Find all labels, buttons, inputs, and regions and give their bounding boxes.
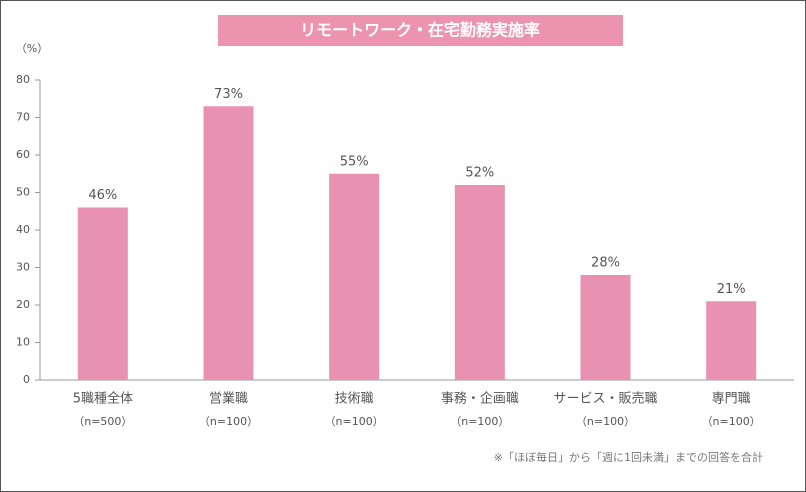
y-tick-label: 20 [16, 298, 30, 311]
x-tick-label: 営業職 [209, 391, 248, 407]
chart-title: リモートワーク・在宅勤務実施率 [300, 21, 540, 40]
y-tick-label: 70 [16, 111, 30, 124]
bar [203, 106, 254, 380]
bar [580, 275, 631, 380]
y-unit: （%） [16, 42, 48, 55]
y-tick-label: 30 [16, 261, 30, 274]
x-tick-sublabel: （n=100） [576, 415, 635, 428]
x-tick-sublabel: （n=100） [325, 415, 384, 428]
bar [329, 173, 380, 380]
x-tick-label: 事務・企画職 [441, 391, 519, 407]
y-tick-label: 50 [16, 186, 30, 199]
y-tick-label: 60 [16, 148, 30, 161]
x-tick-label: 技術職 [335, 392, 374, 407]
y-tick-label: 10 [16, 336, 30, 349]
title-box [218, 15, 623, 46]
y-tick-label: 40 [16, 223, 30, 236]
x-tick-label: 5職種全体 [73, 391, 133, 407]
x-tick-label: サービス・販売職 [553, 391, 657, 407]
value-label: 73% [214, 87, 243, 102]
bar [706, 301, 757, 380]
bar [454, 185, 505, 380]
bar [77, 207, 128, 380]
x-tick-label: 専門職 [712, 392, 751, 407]
value-label: 28% [591, 256, 620, 271]
x-tick-sublabel: （n=500） [73, 415, 132, 428]
x-tick-sublabel: （n=100） [702, 415, 761, 428]
x-tick-sublabel: （n=100） [199, 415, 258, 428]
value-label: 55% [340, 154, 369, 169]
footnote: ※「ほぼ毎日」から「週に1回未満」までの回答を合計 [494, 450, 763, 464]
y-tick-label: 80 [16, 73, 30, 86]
x-tick-sublabel: （n=100） [450, 415, 509, 428]
value-label: 21% [717, 282, 746, 297]
y-tick-label: 0 [23, 373, 30, 386]
value-label: 52% [465, 166, 494, 181]
value-label: 46% [88, 188, 117, 203]
